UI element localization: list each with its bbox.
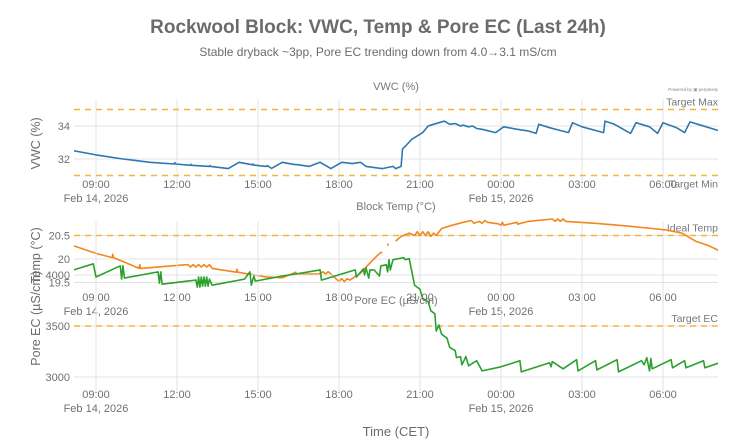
x-tick-label: 03:00 — [568, 179, 596, 191]
x-axis-title: Time (CET) — [363, 424, 430, 439]
series-line-temp — [74, 245, 383, 283]
x-tick-label: 09:00 — [82, 179, 110, 191]
series-line-ec — [74, 256, 718, 373]
reference-label: Target EC — [671, 313, 718, 325]
y-tick-label: 4000 — [46, 270, 70, 282]
y-tick-label: 32 — [58, 154, 70, 166]
series-line-temp — [386, 243, 389, 246]
powered-by-logo: Powered by ▣ perplexity — [668, 87, 719, 92]
series-line-vwc — [74, 120, 718, 170]
x-tick-date-label: Feb 15, 2026 — [469, 403, 534, 415]
y-axis-title: Pore EC (µS/cm) — [29, 271, 43, 366]
x-tick-label: 00:00 — [487, 179, 515, 191]
panel-title: Pore EC (µS/cm) — [354, 295, 437, 307]
reference-label: Ideal Temp — [667, 223, 718, 235]
reference-label: Target Max — [666, 97, 719, 109]
y-axis-title: VWC (%) — [29, 117, 43, 169]
panel-title: Block Temp (°C) — [356, 201, 435, 213]
chart-title: Rockwool Block: VWC, Temp & Pore EC (Las… — [150, 17, 606, 38]
series-line-temp — [395, 218, 718, 252]
y-axis-title: Temp (°C) — [29, 227, 43, 283]
reference-label: Target Min — [669, 179, 718, 191]
x-tick-label: 06:00 — [649, 179, 677, 191]
chart-subtitle: Stable dryback ~3pp, Pore EC trending do… — [199, 45, 556, 59]
y-tick-label: 34 — [58, 121, 70, 133]
panel-title: VWC (%) — [373, 81, 419, 93]
x-tick-label: 12:00 — [163, 389, 191, 401]
x-tick-label: 03:00 — [568, 389, 596, 401]
x-tick-date-label: Feb 14, 2026 — [64, 193, 129, 205]
y-tick-label: 19.5 — [49, 278, 70, 290]
x-tick-label: 00:00 — [487, 389, 515, 401]
x-tick-label: 21:00 — [406, 179, 434, 191]
y-tick-label: 20 — [58, 254, 70, 266]
panel-ec: 3000 3500 4000 Target EC 09:00 Feb 14, 2026 12… — [29, 244, 718, 415]
x-tick-label: 18:00 — [325, 389, 353, 401]
x-tick-label: 21:00 — [406, 389, 434, 401]
x-tick-label: 12:00 — [163, 179, 191, 191]
x-tick-label: 06:00 — [649, 389, 677, 401]
panel-vwc: 32 34 Target Max Target Min 09:00 Feb 14, 202… — [29, 81, 719, 205]
y-tick-label: 20.5 — [49, 231, 70, 243]
x-tick-label: 18:00 — [325, 179, 353, 191]
x-tick-date-label: Feb 14, 2026 — [64, 403, 129, 415]
y-tick-label: 3000 — [46, 372, 70, 384]
x-tick-label: 15:00 — [244, 179, 272, 191]
x-tick-label: 09:00 — [82, 389, 110, 401]
x-tick-date-label: Feb 15, 2026 — [469, 193, 534, 205]
y-tick-label: 3500 — [46, 321, 70, 333]
x-tick-label: 15:00 — [244, 389, 272, 401]
